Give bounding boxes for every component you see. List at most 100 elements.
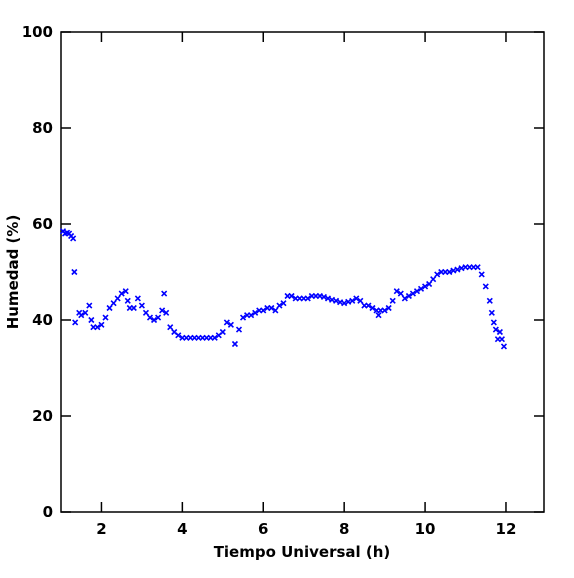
data-point (369, 304, 376, 312)
data-point (163, 309, 170, 316)
data-point (458, 265, 465, 272)
data-point (349, 297, 356, 304)
x-axis-label: Tiempo Universal (h) (214, 543, 391, 561)
data-point (328, 296, 336, 303)
data-point (106, 304, 113, 312)
data-point (272, 307, 279, 314)
y-tick-label: 40 (32, 311, 53, 329)
data-point (304, 295, 311, 302)
data-point (381, 307, 388, 314)
data-point (252, 309, 259, 316)
data-point (280, 300, 287, 307)
data-point (375, 312, 382, 319)
data-point (146, 314, 154, 321)
data-point (155, 314, 162, 321)
x-tick-label: 8 (339, 520, 349, 538)
data-point (94, 324, 101, 331)
data-point (486, 297, 493, 304)
x-tick-label: 12 (496, 520, 517, 538)
plot-frame (60, 31, 545, 513)
data-point (500, 343, 508, 350)
data-point (239, 314, 247, 321)
data-point (488, 309, 495, 316)
data-point (231, 340, 239, 348)
data-point (496, 328, 503, 336)
data-point (78, 312, 85, 319)
data-point (211, 334, 218, 341)
data-point (357, 297, 364, 304)
data-point (248, 312, 255, 319)
data-point (492, 326, 499, 333)
data-point (422, 283, 429, 290)
data-point (341, 300, 348, 307)
data-point (478, 271, 485, 278)
data-point (413, 288, 421, 295)
y-tick-label: 100 (22, 23, 53, 41)
data-point (405, 292, 412, 300)
data-point (219, 328, 226, 336)
x-tick-label: 2 (96, 520, 106, 538)
data-point (276, 302, 283, 309)
data-point (88, 316, 95, 324)
data-point (316, 292, 323, 300)
data-point (134, 295, 141, 302)
data-point (70, 235, 77, 242)
data-point (324, 295, 332, 302)
data-point (102, 314, 109, 321)
data-point (409, 290, 417, 297)
data-point (223, 319, 230, 326)
data-point (122, 288, 129, 295)
y-tick-label: 20 (32, 407, 53, 425)
data-point (490, 319, 497, 326)
x-tick-label: 10 (415, 520, 436, 538)
data-point (353, 295, 360, 302)
data-point (389, 297, 396, 304)
data-point (450, 267, 457, 274)
data-point (82, 309, 89, 316)
y-axis-label: Humedad (%) (4, 215, 22, 330)
data-point (434, 271, 441, 278)
data-point (288, 292, 295, 300)
data-point (430, 276, 437, 283)
data-point (142, 309, 150, 316)
data-point (130, 304, 137, 312)
data-point (159, 307, 166, 314)
data-point (345, 298, 352, 305)
data-point (320, 293, 328, 301)
data-point (397, 290, 404, 297)
data-point (175, 332, 182, 339)
x-tick-label: 4 (177, 520, 187, 538)
data-point (498, 336, 505, 343)
data-point (417, 285, 425, 292)
data-point (333, 297, 340, 304)
data-point (86, 302, 93, 309)
data-point (71, 268, 78, 276)
data-point (98, 321, 105, 328)
data-point (227, 321, 234, 328)
data-point (150, 316, 158, 324)
data-point (72, 319, 79, 326)
data-point (482, 283, 489, 290)
x-tick-label: 6 (258, 520, 268, 538)
data-point (138, 302, 145, 309)
data-point (118, 290, 125, 297)
data-point (268, 304, 275, 312)
y-tick-label: 60 (32, 215, 53, 233)
y-tick-label: 80 (32, 119, 53, 137)
data-point (393, 288, 400, 295)
data-point (124, 297, 131, 304)
data-point (401, 295, 408, 302)
data-point (337, 299, 344, 306)
data-point (161, 290, 168, 297)
data-point (446, 268, 453, 276)
data-point (426, 280, 433, 288)
data-point (474, 264, 481, 271)
data-point (260, 307, 267, 314)
data-point (454, 266, 461, 273)
data-point (114, 295, 121, 302)
data-point (110, 300, 117, 307)
data-point (365, 302, 372, 309)
y-tick-label: 0 (43, 503, 53, 521)
data-point (235, 326, 243, 333)
